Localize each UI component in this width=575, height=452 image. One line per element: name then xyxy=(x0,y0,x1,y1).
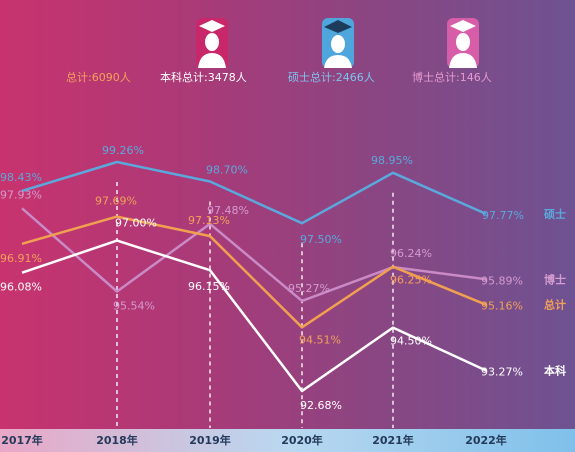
data-label-master: 99.26% xyxy=(102,144,144,157)
data-label-total: 97.69% xyxy=(95,195,137,208)
data-label-bachelor: 96.15% xyxy=(188,280,230,293)
series-name-bachelor: 本科 xyxy=(544,363,566,377)
data-label-master: 97.50% xyxy=(300,233,342,246)
data-labels: 98.43% 99.26% 98.70% 97.50% 98.95% 97.77% 97.9… xyxy=(0,144,524,412)
x-tick-label: 2022年 xyxy=(465,433,507,447)
graduate-female-icon xyxy=(447,18,479,68)
x-tick-label: 2018年 xyxy=(96,433,138,447)
data-label-phd: 95.89% xyxy=(481,274,523,287)
x-tick-label: 2017年 xyxy=(1,433,43,447)
data-label-total: 94.51% xyxy=(299,333,341,346)
legend-bachelor: 本科总计:3478人 xyxy=(160,70,247,84)
legend-phd: 博士总计:146人 xyxy=(412,70,492,84)
x-tick-label: 2021年 xyxy=(372,433,414,447)
data-label-phd: 96.24% xyxy=(390,247,432,260)
data-label-master: 97.77% xyxy=(482,209,524,222)
series-name-master: 硕士 xyxy=(544,207,566,221)
data-label-bachelor: 97.00% xyxy=(115,217,157,230)
legend-total: 总计:6090人 xyxy=(66,70,131,84)
data-label-master: 98.95% xyxy=(371,154,413,167)
data-label-master: 98.43% xyxy=(0,171,42,184)
data-label-phd: 95.54% xyxy=(113,299,155,312)
x-tick-label: 2020年 xyxy=(281,433,323,447)
data-label-master: 98.70% xyxy=(206,163,248,176)
legend-master: 硕士总计:2466人 xyxy=(288,70,375,84)
data-label-bachelor: 94.50% xyxy=(390,335,432,348)
series-line-master xyxy=(21,160,487,225)
data-label-phd: 97.48% xyxy=(207,204,249,217)
x-axis-ticks: 2017年 2018年 2019年 2020年 2021年 2022年 xyxy=(1,433,507,447)
series-line-phd xyxy=(21,207,487,303)
data-label-bachelor: 93.27% xyxy=(481,365,523,378)
series-line-bachelor xyxy=(21,239,487,393)
data-label-phd: 95.27% xyxy=(288,282,330,295)
data-label-bachelor: 92.68% xyxy=(300,399,342,412)
data-label-total: 95.16% xyxy=(481,300,523,313)
graduate-male-icon xyxy=(196,18,228,68)
data-label-total: 96.25% xyxy=(390,274,432,287)
graduate-icon xyxy=(322,18,354,68)
series-line-total xyxy=(21,215,487,329)
data-label-bachelor: 96.08% xyxy=(0,281,42,294)
series-lines xyxy=(21,160,487,393)
series-name-phd: 博士 xyxy=(544,272,566,286)
series-name-total: 总计 xyxy=(544,298,566,312)
data-label-total: 96.91% xyxy=(0,252,42,265)
x-axis-band xyxy=(0,429,575,452)
x-tick-label: 2019年 xyxy=(189,433,231,447)
data-label-phd: 97.93% xyxy=(0,188,42,201)
data-label-total: 97.13% xyxy=(188,214,230,227)
dashed-guides xyxy=(116,182,394,428)
